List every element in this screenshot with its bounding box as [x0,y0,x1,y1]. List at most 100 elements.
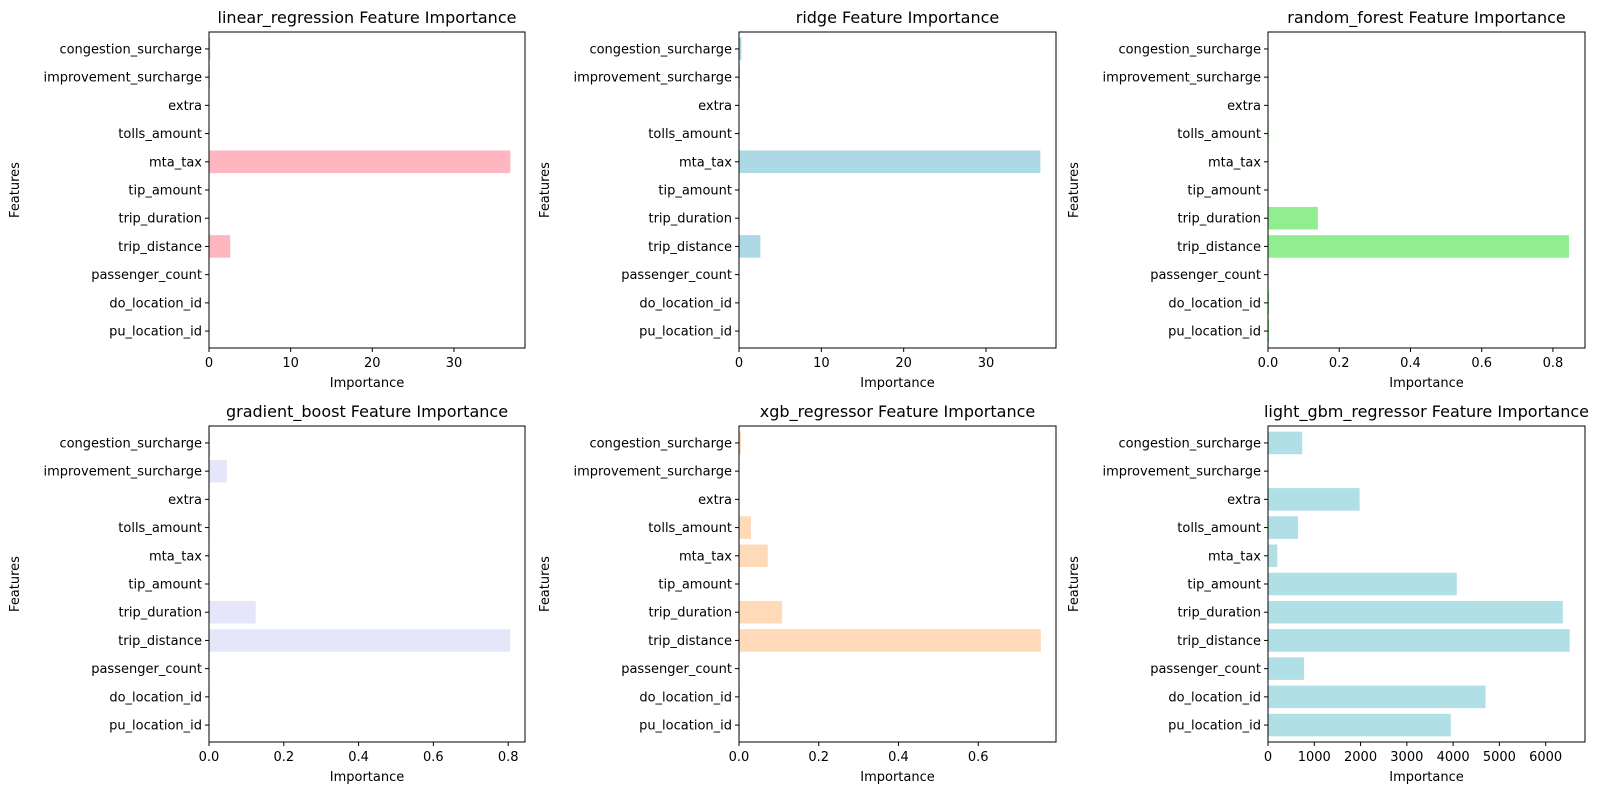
x-tick-label: 20 [895,356,912,371]
chart-title: xgb_regressor Feature Importance [760,402,1035,422]
y-tick-label: trip_distance [118,634,202,649]
y-tick-label: pu_location_id [1168,719,1261,734]
y-tick-label: improvement_surcharge [43,465,202,480]
y-tick-label: trip_duration [1177,212,1261,227]
bar-tolls-amount [739,516,751,539]
y-tick-label: improvement_surcharge [1102,465,1261,480]
y-tick-label: tolls_amount [648,127,732,142]
y-tick-label: extra [698,99,732,114]
y-tick-label: improvement_surcharge [1102,71,1261,86]
x-tick-label: 1000 [1298,750,1331,765]
y-axis-label: Features [538,556,553,612]
bar-do-location-id [1268,685,1486,709]
subplot-6: pu_location_id do_location_id passenger_co… [1067,402,1589,785]
bar-trip-duration [1268,206,1318,230]
y-tick-label: extra [168,99,202,114]
bar-mta-tax [1268,544,1278,568]
y-tick-label: trip_distance [648,634,732,649]
y-tick-label: improvement_surcharge [43,71,202,86]
y-tick-label: extra [1227,99,1261,114]
y-tick-label: improvement_surcharge [573,71,732,86]
x-tick-label: 0 [735,356,743,371]
y-tick-label: do_location_id [1168,296,1261,311]
x-tick-label: 30 [446,356,463,371]
y-tick-label: passenger_count [621,268,732,283]
bar-extra [1268,488,1360,511]
bar-trip-duration [209,600,256,624]
y-tick-label: congestion_surcharge [589,436,732,451]
x-tick-label: 0.0 [199,750,220,765]
x-tick-label: 10 [282,356,299,371]
y-tick-label: trip_duration [118,606,202,621]
x-tick-label: 3000 [1390,750,1423,765]
bar-trip-distance [209,629,511,652]
x-tick-label: 0.8 [498,750,519,765]
bar-congestion-surcharge [209,37,211,61]
bar-mta-tax [739,544,768,568]
bar-mta-tax [209,150,511,174]
x-tick-label: 0.4 [888,750,909,765]
y-axis-label: Features [1067,556,1082,612]
bar-trip-duration [1268,600,1563,624]
x-axis-label: Importance [860,376,935,391]
y-tick-label: mta_tax [679,549,732,564]
y-axis-label: Features [538,162,553,218]
bar-congestion-surcharge [1268,431,1303,455]
x-axis-label: Importance [330,770,405,785]
bar-do-location-id [1268,291,1270,315]
y-tick-label: do_location_id [639,690,732,705]
x-tick-label: 6000 [1529,750,1562,765]
y-axis-label: Features [8,162,23,218]
chart-title: linear_regression Feature Importance [218,8,517,28]
y-tick-label: passenger_count [91,268,202,283]
y-tick-label: extra [1227,493,1261,508]
x-axis-label: Importance [1389,770,1464,785]
y-tick-label: passenger_count [621,662,732,677]
x-tick-label: 0.2 [273,750,294,765]
x-axis-label: Importance [1389,376,1464,391]
y-tick-label: tolls_amount [648,521,732,536]
y-tick-label: trip_distance [1177,240,1261,255]
y-tick-label: trip_duration [1177,606,1261,621]
y-tick-label: do_location_id [109,296,202,311]
bar-congestion-surcharge [209,431,211,455]
subplot-5: pu_location_id do_location_id passenger_co… [538,402,1057,785]
bar-congestion-surcharge [739,431,741,455]
x-tick-label: 4000 [1437,750,1470,765]
y-tick-label: do_location_id [1168,690,1261,705]
y-tick-label: congestion_surcharge [59,42,202,57]
y-tick-label: trip_duration [118,212,202,227]
axes-frame [208,31,526,349]
y-tick-label: tip_amount [128,578,202,593]
y-axis-label: Features [1067,162,1082,218]
x-axis-label: Importance [860,770,935,785]
x-tick-label: 0.6 [423,750,444,765]
bar-trip-distance [1268,629,1570,652]
bar-trip-distance [209,235,231,258]
y-tick-label: mta_tax [149,155,202,170]
x-tick-label: 0.6 [1471,356,1492,371]
axes-frame [738,31,1057,349]
y-tick-label: tolls_amount [118,127,202,142]
y-tick-label: tolls_amount [1177,127,1261,142]
x-tick-label: 0.2 [808,750,829,765]
bar-improvement-surcharge [209,459,227,483]
y-tick-label: extra [698,493,732,508]
y-axis-label: Features [8,556,23,612]
x-tick-label: 30 [978,356,995,371]
y-tick-label: extra [168,493,202,508]
y-tick-label: congestion_surcharge [1118,436,1261,451]
y-tick-label: tolls_amount [1177,521,1261,536]
y-tick-label: passenger_count [91,662,202,677]
bar-congestion-surcharge [739,37,742,61]
bar-trip-distance [739,235,761,258]
y-tick-label: tip_amount [658,184,732,199]
bar-pu-location-id [1268,713,1451,737]
y-tick-label: congestion_surcharge [59,436,202,451]
y-tick-label: passenger_count [1150,662,1261,677]
y-tick-label: do_location_id [639,296,732,311]
y-tick-label: mta_tax [679,155,732,170]
y-tick-label: pu_location_id [639,719,732,734]
x-tick-label: 0.4 [1400,356,1421,371]
y-tick-label: mta_tax [1208,549,1261,564]
